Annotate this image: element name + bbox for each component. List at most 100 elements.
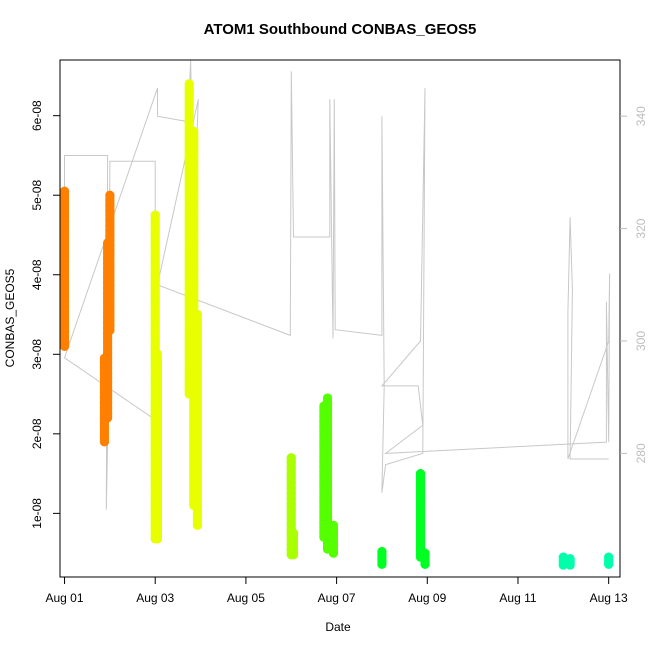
data-point — [192, 425, 202, 435]
data-point — [565, 557, 575, 567]
data-point — [192, 455, 202, 465]
data-point — [322, 403, 333, 413]
data-point — [59, 246, 70, 256]
data-point — [150, 240, 160, 250]
data-point — [152, 379, 163, 389]
data-point — [189, 171, 199, 182]
data-point — [286, 483, 296, 493]
secondary-y-axis: 280 300 320 340 — [620, 106, 648, 463]
data-point — [103, 383, 113, 393]
data-point — [150, 215, 160, 225]
data-point — [150, 335, 160, 345]
y-tick-label: 5e-08 — [30, 180, 44, 211]
data-point — [192, 380, 202, 390]
data-point — [565, 560, 575, 570]
data-point — [286, 463, 296, 473]
data-point — [105, 225, 115, 235]
chart-title: ATOM1 Southbound CONBAS_GEOS5 — [204, 21, 477, 38]
x-tick-label: Aug 01 — [46, 591, 84, 605]
data-point — [152, 364, 163, 374]
data-point — [59, 271, 70, 281]
data-point — [105, 305, 115, 315]
series-layer — [59, 79, 614, 570]
data-point — [415, 493, 426, 503]
data-point — [189, 161, 199, 172]
data-point — [322, 413, 333, 423]
data-point — [189, 301, 199, 311]
data-point — [328, 525, 339, 535]
data-point — [192, 395, 202, 405]
data-point — [288, 544, 299, 554]
data-point — [152, 449, 163, 459]
data-point — [189, 246, 199, 256]
data-point — [322, 453, 333, 464]
data-point — [59, 336, 70, 346]
data-point — [99, 437, 110, 447]
data-point — [152, 499, 163, 509]
data-point — [415, 513, 426, 523]
data-point — [192, 385, 202, 395]
data-point — [189, 276, 199, 286]
data-point — [189, 266, 199, 276]
data-point — [150, 285, 160, 295]
data-point — [150, 260, 160, 270]
data-point — [59, 321, 70, 331]
data-point — [322, 499, 333, 509]
data-point — [286, 519, 296, 529]
data-point — [322, 469, 333, 479]
data-point — [604, 559, 614, 569]
data-point — [150, 245, 160, 255]
y2-tick-label: 280 — [634, 443, 648, 463]
data-point — [189, 271, 199, 281]
data-point — [152, 469, 163, 479]
data-point — [105, 320, 115, 331]
data-point — [286, 453, 296, 463]
data-point — [152, 374, 163, 384]
data-point — [59, 186, 70, 196]
data-point — [105, 260, 115, 270]
data-point — [152, 404, 163, 414]
data-point — [152, 369, 163, 379]
data-point — [322, 408, 333, 418]
data-point — [286, 468, 296, 478]
data-point — [105, 220, 115, 230]
data-point — [192, 410, 202, 420]
data-point — [286, 504, 296, 514]
data-point — [322, 398, 333, 408]
data-point — [150, 235, 160, 245]
data-point — [415, 523, 426, 533]
data-point — [59, 206, 70, 216]
y-tick-label: 2e-08 — [30, 418, 44, 449]
data-point — [192, 415, 202, 425]
data-point — [103, 363, 113, 373]
data-point — [322, 504, 333, 514]
data-point — [103, 408, 113, 418]
data-point — [150, 320, 160, 330]
data-point — [150, 339, 160, 350]
data-point — [105, 280, 115, 290]
data-point — [328, 539, 339, 549]
x-tick-label: Aug 09 — [408, 591, 446, 605]
data-point — [192, 445, 202, 455]
data-point — [59, 331, 70, 341]
data-point — [288, 539, 299, 549]
data-point — [192, 319, 202, 330]
data-point — [189, 281, 199, 291]
x-tick-label: Aug 11 — [499, 591, 536, 605]
data-point — [189, 196, 199, 206]
data-point — [105, 290, 115, 300]
data-point — [103, 378, 113, 388]
data-point — [59, 221, 70, 231]
data-point — [103, 403, 113, 413]
data-point — [152, 464, 163, 474]
data-point — [103, 373, 113, 383]
data-point — [192, 520, 202, 530]
data-point — [105, 310, 115, 321]
data-point — [415, 532, 426, 543]
data-point — [192, 460, 202, 470]
data-point — [192, 345, 202, 355]
x-axis-label: Date — [325, 620, 351, 634]
data-point — [59, 201, 70, 211]
data-point — [152, 529, 163, 539]
